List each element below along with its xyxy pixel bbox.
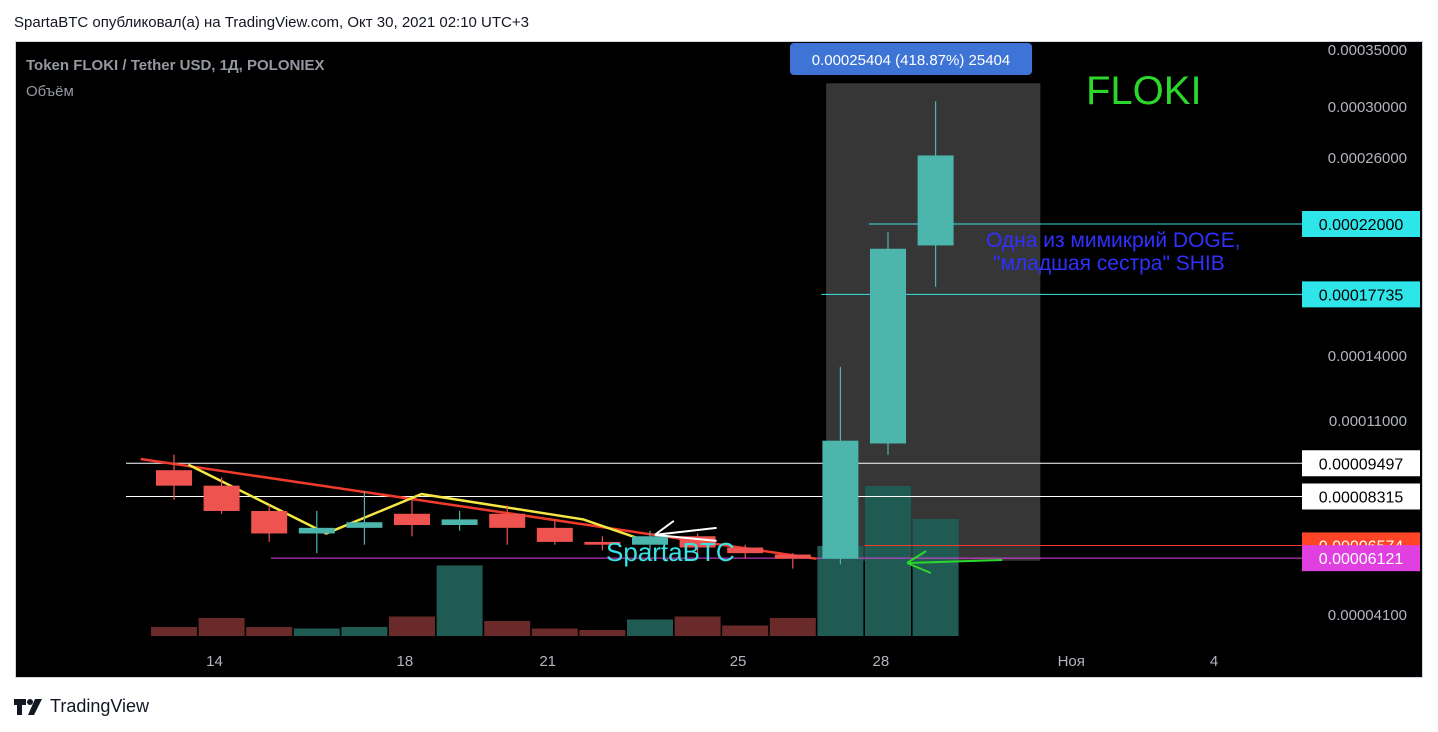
x-axis-tick-label: 28 (873, 653, 890, 670)
candle-body (632, 536, 668, 545)
candle-body (679, 536, 716, 548)
candle-body (298, 527, 335, 534)
x-axis-tick-label: 25 (730, 653, 747, 670)
price-label-box (1302, 211, 1420, 237)
volume-bar (436, 565, 483, 636)
candle-body (441, 519, 478, 526)
annotations (654, 520, 1003, 574)
candle-body (251, 510, 288, 534)
volume-bar (627, 619, 673, 636)
note-line-1: Одна из мимикрий DOGE, (986, 229, 1241, 252)
publish-line: SpartaBTC опубликовал(а) на TradingView.… (14, 14, 529, 31)
price-label-box (1302, 545, 1420, 572)
price-label-text: 0.00006121 (1319, 551, 1404, 568)
x-axis-tick-label: 4 (1210, 653, 1218, 670)
candle-body (727, 547, 764, 554)
candle-body (346, 522, 383, 528)
y-axis-tick-label: 0.00011000 (1329, 413, 1407, 430)
volume-bar (722, 625, 769, 636)
price-label-box (1302, 450, 1420, 477)
volume-bar (769, 618, 816, 636)
note-line-2: "младшая сестра" SHIB (993, 252, 1225, 275)
volume-bar (389, 616, 435, 636)
y-axis-tick-label: 0.00030000 (1328, 99, 1407, 116)
white-arrow-icon (654, 520, 717, 542)
volume-bars (151, 486, 959, 636)
price-label-text: 0.00017735 (1319, 287, 1404, 304)
price-label-box (1302, 483, 1420, 510)
candle-body (203, 485, 240, 511)
candles (156, 101, 954, 569)
floki-annotation: FLOKI (1086, 69, 1202, 113)
candle-body (584, 541, 621, 545)
volume-label: Объём (26, 83, 74, 100)
candle-body (870, 248, 906, 444)
volume-bar (341, 627, 388, 636)
candle-body (489, 513, 526, 528)
candle-body (394, 513, 430, 526)
chart-canvas[interactable]: 0.00035000 0.00030000 0.00026000 0.00014000… (16, 42, 1422, 677)
y-axis-tick-label: 0.00026000 (1328, 150, 1407, 167)
x-axis-tick-label: 14 (206, 653, 223, 670)
zigzag-pattern (187, 463, 641, 541)
price-label-text: 0.00022000 (1319, 217, 1404, 234)
author-watermark: SpartaBTC (606, 537, 735, 567)
candle-body (822, 440, 859, 559)
y-axis-tick-label: 0.00035000 (1328, 42, 1407, 59)
measure-label-bg (790, 43, 1032, 75)
green-arrow-icon (906, 550, 1003, 574)
volume-bar (246, 627, 293, 636)
measure-label: 0.00025404 (418.87%) 25404 (812, 52, 1011, 69)
axes: 0.00035000 0.00030000 0.00026000 0.00014000… (206, 42, 1420, 670)
volume-bar (674, 616, 721, 636)
x-axis-tick-label: 21 (539, 653, 556, 670)
candle-body (156, 470, 192, 486)
volume-bar (865, 486, 911, 636)
y-axis-tick-label: 0.00004100 (1328, 607, 1407, 624)
price-label-box (1302, 281, 1420, 308)
tradingview-logo-icon (14, 698, 44, 716)
price-label-text: 0.00008315 (1319, 489, 1404, 506)
footer-brand[interactable]: TradingView (14, 696, 149, 717)
y-axis-tick-label: 0.00014000 (1328, 348, 1407, 365)
x-axis-tick-label: 18 (397, 653, 414, 670)
candle-body (536, 527, 573, 542)
volume-bar (293, 628, 340, 636)
symbol-line: Token FLOKI / Tether USD, 1Д, POLONIEX (26, 57, 325, 74)
candle-body (917, 155, 954, 246)
chart-container[interactable]: 0.00035000 0.00030000 0.00026000 0.00014000… (15, 41, 1423, 678)
volume-bar (484, 621, 531, 636)
price-label-text: 0.00009497 (1319, 456, 1404, 473)
x-axis-tick-label: Ноя (1058, 653, 1085, 670)
volume-bar (151, 627, 197, 636)
volume-bar (912, 519, 959, 636)
volume-bar (579, 630, 626, 636)
volume-bar (531, 628, 578, 636)
footer-brand-label: TradingView (50, 696, 150, 716)
candle-body (774, 554, 811, 559)
volume-bar (198, 618, 245, 636)
